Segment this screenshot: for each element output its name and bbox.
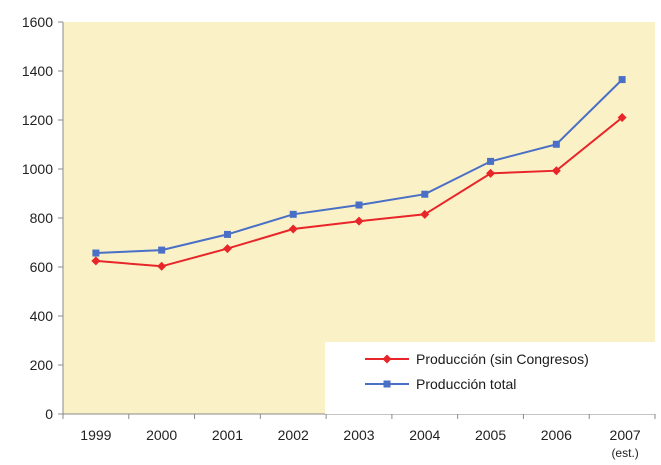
y-tick-label: 0 bbox=[45, 406, 53, 422]
x-tick-label: 2003 bbox=[343, 427, 374, 443]
y-tick-label: 1600 bbox=[22, 14, 53, 30]
y-tick-label: 1000 bbox=[22, 161, 53, 177]
legend-swatch-marker bbox=[382, 354, 392, 364]
data-point bbox=[420, 209, 430, 219]
y-axis-ticks: 0 200 400 600 800 1000 1200 1400 1600 bbox=[22, 14, 63, 422]
x-tick-label: 2000 bbox=[146, 427, 177, 443]
x-tick-label: 1999 bbox=[80, 427, 111, 443]
legend-label: Producción total bbox=[416, 376, 516, 392]
data-point bbox=[91, 256, 101, 266]
x-tick-sublabel: (est.) bbox=[611, 446, 638, 460]
y-tick-label: 400 bbox=[30, 308, 54, 324]
data-point bbox=[551, 166, 561, 176]
data-point bbox=[421, 190, 429, 198]
legend-box bbox=[325, 342, 655, 414]
x-tick-label: 2007 bbox=[610, 427, 641, 443]
x-tick-label: 2001 bbox=[212, 427, 243, 443]
x-tick-label: 2002 bbox=[278, 427, 309, 443]
x-tick-label: 2006 bbox=[541, 427, 572, 443]
legend-swatch-marker bbox=[383, 380, 391, 388]
y-tick-label: 600 bbox=[30, 259, 54, 275]
data-point bbox=[92, 249, 100, 257]
data-point bbox=[157, 261, 167, 271]
data-point bbox=[552, 140, 560, 148]
y-tick-label: 200 bbox=[30, 357, 54, 373]
y-tick-label: 800 bbox=[30, 210, 54, 226]
legend: Producción (sin Congresos) Producción tot… bbox=[325, 342, 655, 414]
legend-item: Producción total bbox=[365, 376, 516, 392]
legend-item: Producción (sin Congresos) bbox=[365, 351, 589, 367]
data-point bbox=[354, 216, 364, 226]
series-produccion-sin-congresos bbox=[91, 113, 627, 271]
y-tick-label: 1200 bbox=[22, 112, 53, 128]
x-axis-ticks: 1999 2000 2001 2002 2003 2004 2005 2006 2007 (est… bbox=[62, 414, 656, 460]
legend-label: Producción (sin Congresos) bbox=[416, 351, 589, 367]
y-tick-label: 1400 bbox=[22, 63, 53, 79]
series-produccion-total bbox=[92, 76, 626, 257]
data-point bbox=[288, 224, 298, 234]
x-tick-label: 2004 bbox=[409, 427, 440, 443]
data-point bbox=[158, 246, 166, 254]
data-point bbox=[487, 157, 495, 165]
data-point bbox=[355, 201, 363, 209]
data-point bbox=[617, 113, 627, 123]
x-tick-label: 2005 bbox=[475, 427, 506, 443]
data-point bbox=[223, 230, 231, 238]
data-point bbox=[289, 210, 297, 218]
series-layer bbox=[91, 76, 627, 271]
data-point bbox=[618, 76, 626, 84]
data-point bbox=[486, 168, 496, 178]
data-point bbox=[222, 244, 232, 254]
